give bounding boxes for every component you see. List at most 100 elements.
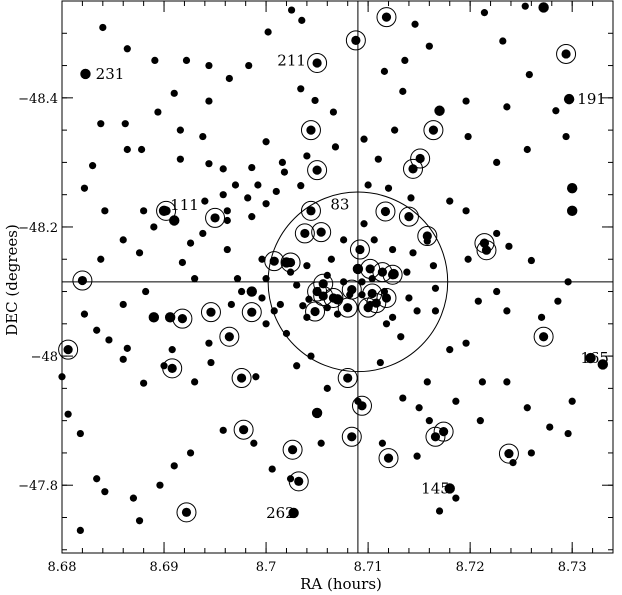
circled-point: [247, 307, 257, 317]
data-point: [378, 439, 386, 447]
circled-point: [224, 332, 234, 342]
data-point: [462, 97, 470, 105]
star-label: 111: [170, 196, 199, 214]
data-point: [80, 184, 89, 192]
circle-marker: [58, 339, 79, 360]
circled-point: [63, 345, 73, 355]
data-point: [123, 344, 131, 352]
y-tick-label: −48: [31, 350, 58, 365]
circle-marker: [349, 239, 370, 260]
circle-marker: [398, 206, 419, 227]
data-point: [201, 197, 209, 205]
circled-point: [239, 425, 249, 435]
data-point-large: [288, 507, 299, 519]
circle-marker: [282, 439, 303, 460]
x-tick-label: 8.73: [558, 560, 587, 575]
data-point: [554, 297, 562, 305]
data-point: [389, 245, 397, 254]
data-point: [521, 2, 529, 10]
circle-marker: [423, 120, 444, 141]
data-point: [93, 475, 101, 483]
circled-point: [210, 213, 220, 223]
data-point-large: [169, 215, 180, 226]
circled-point: [206, 307, 216, 317]
data-point: [474, 297, 482, 305]
circle-marker: [288, 471, 309, 492]
data-point: [150, 223, 158, 231]
data-point: [331, 143, 340, 151]
data-point: [499, 37, 507, 45]
data-point: [262, 138, 270, 146]
data-point: [523, 404, 531, 412]
data-point: [237, 287, 246, 296]
axis-ticks: 8.68 8.69 8.7 8.71 8.72 8.73 −48.4 −48.2 −48 −47.…: [18, 0, 614, 575]
data-point: [176, 126, 184, 134]
data-point: [140, 207, 148, 215]
circle-marker: [533, 326, 554, 347]
circled-point: [161, 206, 171, 216]
data-point: [205, 160, 213, 168]
data-point: [219, 165, 227, 173]
circle-marker: [231, 368, 252, 389]
circled-point: [561, 49, 571, 59]
data-point: [525, 71, 533, 79]
circle-marker: [219, 326, 240, 347]
data-point: [323, 304, 331, 312]
data-point: [227, 300, 235, 309]
data-point: [80, 310, 89, 318]
data-point: [303, 152, 311, 160]
circled-point: [539, 332, 549, 342]
data-point: [199, 229, 207, 238]
data-point: [435, 507, 444, 515]
data-point: [262, 320, 270, 328]
data-point: [123, 45, 131, 53]
circled-point: [347, 432, 357, 442]
field-overlay: [62, 1, 613, 553]
data-point: [562, 132, 570, 141]
circled-point: [351, 35, 361, 45]
data-point: [119, 300, 127, 309]
data-point: [121, 120, 129, 128]
data-point: [297, 182, 305, 190]
data-point: [360, 135, 368, 143]
data-point: [205, 61, 213, 70]
data-point-large: [585, 352, 596, 364]
data-point-large: [597, 359, 608, 370]
data-point: [380, 67, 389, 75]
data-point: [303, 262, 311, 270]
data-point: [244, 194, 252, 202]
data-point: [219, 191, 227, 199]
data-point: [452, 494, 460, 502]
circled-point: [347, 284, 357, 295]
data-point: [446, 346, 454, 354]
data-point: [248, 213, 256, 221]
data-point: [282, 329, 291, 338]
circle-marker: [376, 7, 397, 28]
data-point: [156, 481, 164, 489]
circled-point: [306, 206, 316, 216]
data-point: [480, 9, 489, 17]
data-point: [303, 313, 311, 321]
x-axis-title: RA (hours): [300, 575, 382, 593]
circled-point: [357, 401, 367, 411]
data-point: [452, 397, 460, 405]
plot-border: [61, 0, 614, 554]
data-point: [317, 439, 325, 447]
data-point-large: [246, 286, 257, 297]
circle-marker: [307, 160, 328, 181]
y-tick-label: −48.4: [18, 92, 58, 107]
circled-point: [294, 476, 304, 486]
data-point-large: [538, 2, 549, 13]
data-point: [389, 313, 397, 321]
circled-point: [343, 373, 353, 383]
data-point: [287, 6, 296, 14]
data-point: [135, 249, 144, 257]
circle-marker: [172, 308, 193, 329]
data-point: [407, 194, 415, 202]
data-point: [64, 410, 72, 418]
circled-point: [312, 165, 322, 175]
data-point: [280, 168, 289, 176]
data-point: [262, 200, 270, 208]
data-point: [360, 220, 368, 228]
